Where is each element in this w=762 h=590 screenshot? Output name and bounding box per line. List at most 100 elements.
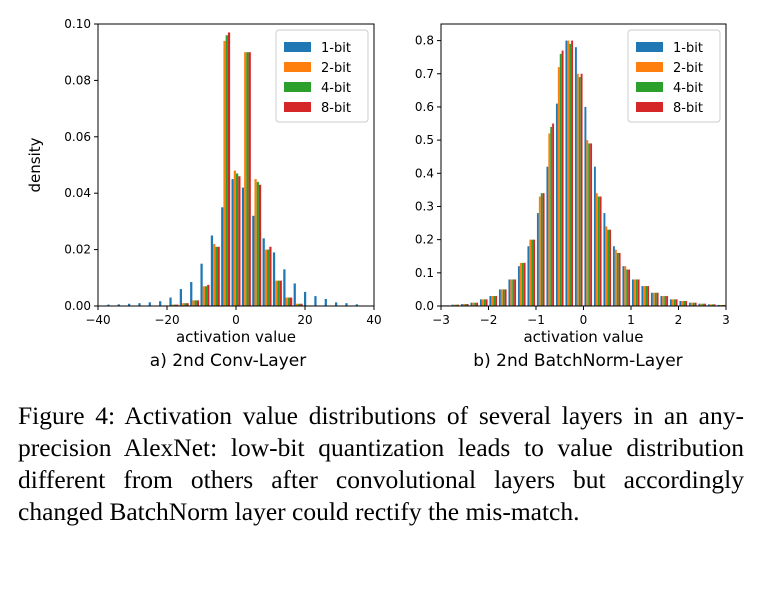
bar-2-bit [244,52,247,307]
bar-1-bit [527,246,530,306]
bar-4-bit [664,296,667,306]
legend-box [627,29,721,123]
panel-label: b) 2nd BatchNorm-Layer [473,351,682,371]
bar-8-bit [289,297,293,306]
bar-8-bit [647,286,650,306]
chart-panel-2: −3 −2 −1 0 1 2 3 0.0 0.1 0.2 0.3 0.4 0.5 0.6 0.7 0.8 act… [415,23,730,371]
y-axis-label: density [26,137,44,192]
bar-2-bit [652,292,655,306]
bar-2-bit [548,133,551,306]
bar-8-bit [628,269,631,306]
bar-4-bit [559,53,562,306]
bar-1-bit [148,302,151,306]
bar-4-bit [645,286,648,306]
bar-8-bit [269,246,272,306]
bar-2-bit [213,243,216,306]
bar-2-bit [453,304,456,306]
bar-2-bit [500,289,503,306]
legend-swatch [636,102,663,112]
bar-2-bit [690,302,693,306]
bar-4-bit [540,193,543,306]
bar-8-bit [523,262,526,306]
bar-4-bit [267,249,270,306]
bar-1-bit [679,301,682,306]
bar-8-bit [258,184,262,306]
y-tick-label: 0.8 [415,34,434,48]
bar-1-bit [221,207,224,306]
y-tick-label: 0.04 [64,186,91,200]
bar-1-bit [650,292,653,306]
bar-1-bit [293,283,296,306]
bar-8-bit [476,302,479,306]
bar-8-bit [656,292,659,306]
y-tick-label: 0.02 [64,243,91,257]
bar-4-bit [277,280,280,306]
bar-4-bit [711,304,714,306]
bar-1-bit [641,286,644,306]
bar-1-bit [138,303,141,306]
x-tick-label: −2 [480,313,498,327]
bar-8-bit [637,279,640,306]
figure: −40 −20 0 20 40 0.00 0.02 0.04 0.06 0.08 0.10 activ… [26,17,730,371]
bar-8-bit [279,280,282,306]
bar-8-bit [580,73,583,306]
bar-8-bit [495,296,498,306]
bar-4-bit [246,52,249,307]
bar-4-bit [654,292,657,306]
x-tick-label: −3 [432,313,450,327]
bar-8-bit [704,303,707,306]
legend-swatch [636,82,663,92]
y-tick-label: 0.7 [415,67,434,81]
bar-4-bit [597,196,600,306]
bar-2-bit [472,302,475,306]
bar-8-bit [590,143,593,306]
bar-2-bit [681,301,684,306]
bar-2-bit [275,280,278,306]
bar-2-bit [643,286,646,306]
bar-2-bit [192,300,195,306]
legend-label: 2-bit [321,61,351,76]
bar-1-bit [498,289,501,306]
bar-2-bit [567,40,570,307]
bar-2-bit [557,67,560,306]
bar-1-bit [631,279,634,306]
bar-4-bit [702,303,705,306]
bar-2-bit [586,140,589,306]
bar-4-bit [531,239,534,306]
bar-8-bit [238,176,241,306]
x-tick-label: 0 [232,313,240,327]
y-tick-label: 0.6 [415,100,434,114]
bar-1-bit [688,302,691,306]
bar-8-bit [599,196,602,306]
y-tick-label: 0.10 [64,17,91,31]
bar-8-bit [300,303,303,306]
bar-4-bit [184,303,187,306]
x-tick-label: −40 [85,313,110,327]
bar-1-bit [117,304,120,306]
bar-1-bit [283,269,286,306]
bar-4-bit [607,229,610,306]
bar-4-bit [474,302,477,306]
bar-1-bit [489,296,492,306]
bar-1-bit [200,263,203,306]
bar-2-bit [491,296,494,306]
bar-2-bit [671,299,674,306]
x-axis-label: activation value [176,328,296,346]
legend-swatch [284,62,311,72]
bar-2-bit [264,249,268,306]
bar-1-bit [128,303,131,306]
bar-4-bit [673,299,676,306]
bar-2-bit [633,279,636,306]
bar-2-bit [595,193,598,306]
bar-2-bit [182,303,185,306]
x-axis-label: activation value [523,328,643,346]
bar-1-bit [460,304,463,306]
bar-2-bit [662,296,665,306]
bar-1-bit [660,296,663,306]
bar-2-bit [202,286,205,306]
bar-4-bit [626,269,629,306]
chart-panel-1: −40 −20 0 20 40 0.00 0.02 0.04 0.06 0.08 0.10 activ… [26,17,382,371]
bar-4-bit [287,297,290,306]
bar-2-bit [576,73,579,306]
bar-4-bit [616,252,619,306]
